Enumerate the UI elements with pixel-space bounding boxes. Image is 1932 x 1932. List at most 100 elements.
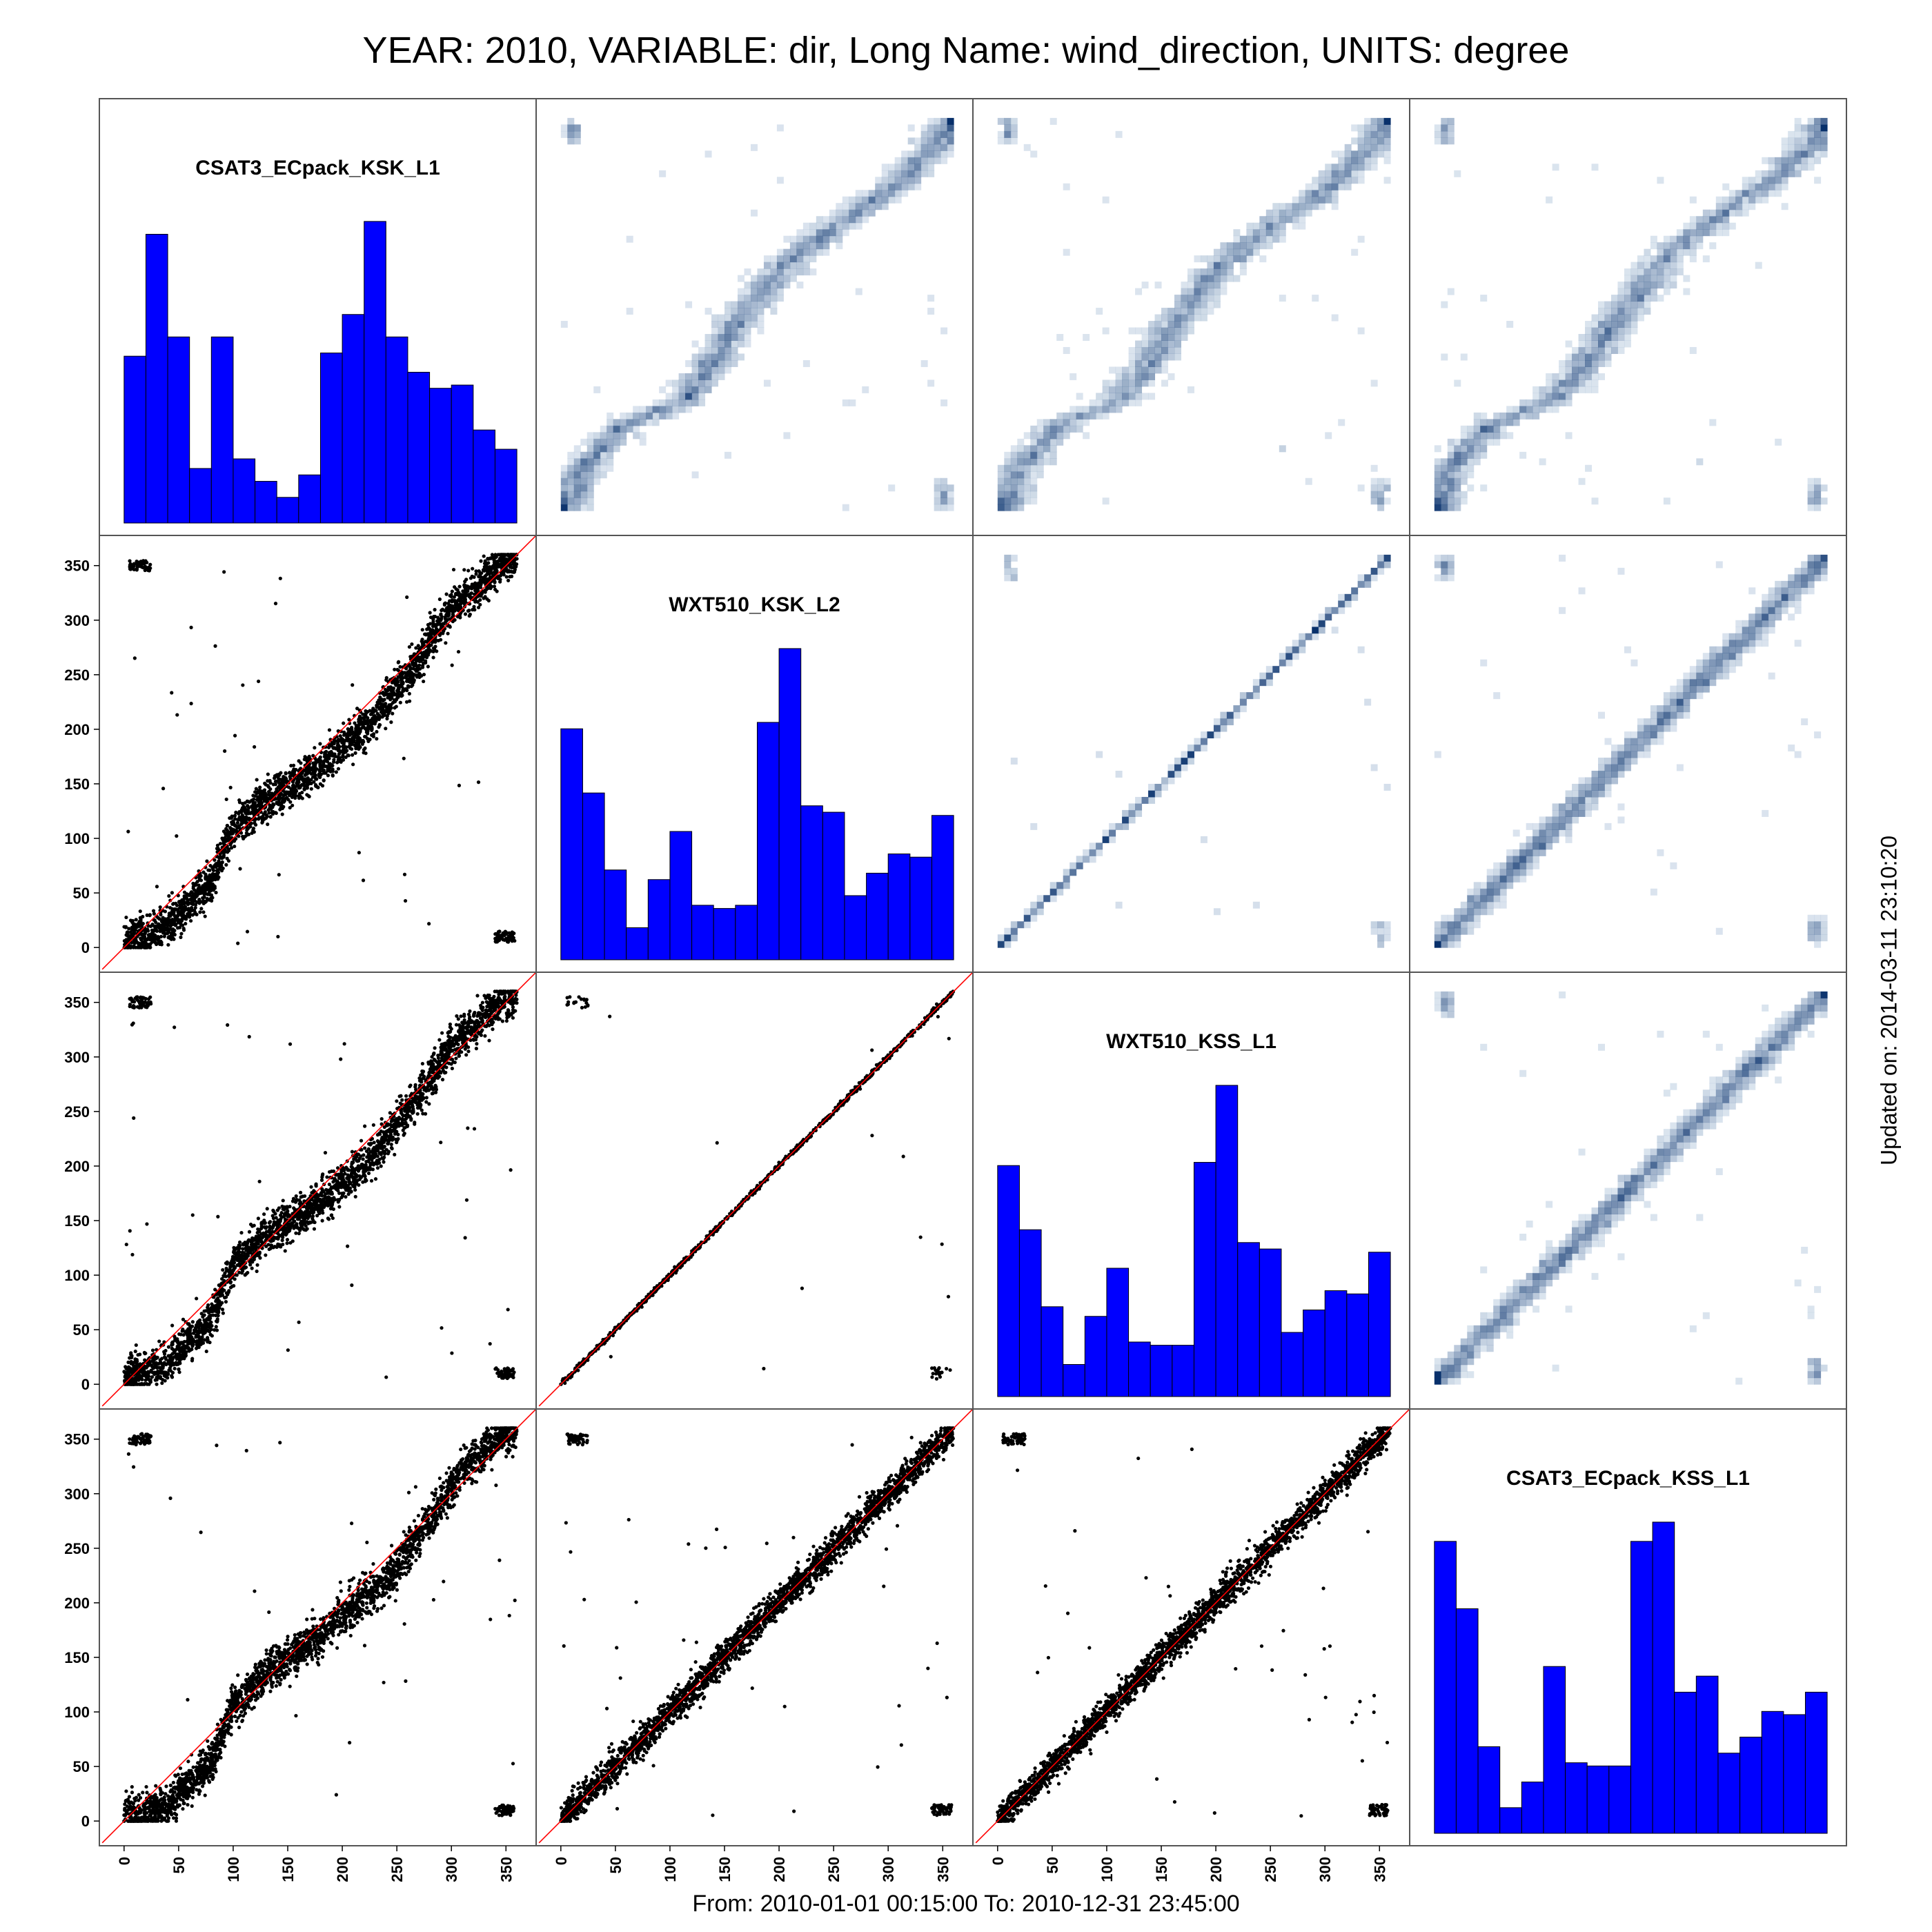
scatter-point — [492, 579, 496, 583]
scatter-point — [330, 740, 334, 745]
scatter-point — [266, 772, 270, 776]
density-cell — [672, 379, 680, 387]
density-cell — [1624, 745, 1631, 752]
density-cell — [1351, 157, 1359, 164]
density-cell — [711, 334, 719, 341]
scatter-point — [274, 811, 278, 816]
density-cell — [789, 268, 797, 276]
density-cell — [1128, 366, 1136, 374]
scatter-point — [429, 629, 433, 633]
density-cell — [1709, 229, 1717, 237]
density-cell — [1259, 216, 1267, 224]
density-cell — [1370, 921, 1378, 929]
density-cell — [1657, 248, 1664, 256]
density-cell — [1683, 679, 1690, 687]
density-cell — [1512, 869, 1520, 876]
scatter-point — [508, 575, 512, 579]
density-cell — [560, 477, 568, 485]
scatter-point — [337, 1205, 342, 1209]
density-cell — [737, 295, 745, 302]
scatter-point — [420, 639, 424, 644]
density-cell — [1709, 209, 1717, 217]
density-cell — [1213, 718, 1221, 726]
density-cell — [1135, 379, 1143, 387]
density-cell — [711, 346, 719, 354]
density-cell — [1644, 731, 1651, 739]
scatter-point — [482, 596, 486, 600]
density-cell — [1794, 640, 1802, 647]
density-cell — [1696, 235, 1704, 243]
scatter-point — [157, 926, 161, 930]
density-cell — [1102, 406, 1110, 413]
scatter-point — [208, 880, 212, 884]
density-cell — [757, 282, 765, 289]
density-cell — [1735, 627, 1743, 634]
density-cell — [1233, 229, 1241, 237]
scatter-point — [224, 862, 228, 867]
density-cell — [1722, 229, 1730, 237]
scatter-point — [446, 601, 451, 606]
density-cell — [1467, 908, 1475, 916]
density-cell — [1559, 822, 1566, 830]
density-cell — [1617, 771, 1625, 778]
scatter-point — [134, 918, 138, 922]
density-cell — [560, 504, 568, 511]
scatter-point — [311, 753, 315, 758]
scatter-point — [393, 678, 397, 682]
scatter-point — [235, 833, 239, 838]
density-cell — [1122, 822, 1130, 830]
density-cell — [1702, 659, 1710, 667]
density-cell — [763, 379, 771, 387]
density-cell — [1552, 373, 1559, 380]
scatter-point — [163, 928, 167, 932]
density-cell — [1709, 222, 1717, 230]
density-cell — [1233, 255, 1241, 263]
density-cell — [1312, 620, 1319, 627]
density-cell — [1454, 477, 1461, 485]
density-cell — [836, 235, 843, 243]
density-cell — [1010, 445, 1018, 453]
scatter-point — [247, 816, 251, 820]
density-cell — [1604, 340, 1612, 348]
y-tick-label: 100 — [64, 830, 90, 847]
scatter-point — [504, 553, 508, 557]
density-cell — [901, 177, 909, 184]
scatter-point — [181, 916, 186, 920]
density-cell — [1788, 587, 1795, 595]
density-cell — [1788, 593, 1795, 601]
density-cell — [1434, 130, 1441, 138]
density-cell — [1591, 373, 1599, 380]
scatter-point — [244, 815, 248, 819]
density-cell — [698, 353, 706, 361]
density-cell — [1154, 366, 1162, 374]
density-cell — [1512, 412, 1520, 420]
density-cell — [1141, 366, 1149, 374]
scatter-point — [512, 561, 517, 565]
density-cell — [1676, 242, 1684, 250]
density-cell — [1454, 497, 1461, 505]
density-cell — [1213, 282, 1221, 289]
density-cell — [1141, 379, 1149, 387]
density-cell — [1572, 809, 1579, 817]
scatter-point — [446, 607, 451, 611]
density-cell — [783, 275, 791, 282]
density-cell — [711, 366, 719, 374]
density-cell — [1591, 340, 1599, 348]
density-cell — [1670, 248, 1677, 256]
density-cell — [1644, 751, 1651, 758]
density-cell — [1742, 620, 1749, 627]
density-cell — [1312, 633, 1319, 640]
scatter-point — [205, 877, 210, 882]
density-cell — [1141, 353, 1149, 361]
density-cell — [1070, 425, 1077, 433]
density-cell — [1578, 796, 1586, 804]
density-cell — [1167, 321, 1175, 328]
scatter-point — [415, 669, 419, 673]
density-cell — [1820, 484, 1828, 492]
density-cell — [1768, 627, 1775, 634]
density-cell — [1357, 580, 1365, 588]
density-cell — [1377, 504, 1385, 511]
density-cell — [1279, 659, 1286, 667]
scatter-point — [161, 787, 166, 791]
density-cell — [901, 170, 909, 177]
